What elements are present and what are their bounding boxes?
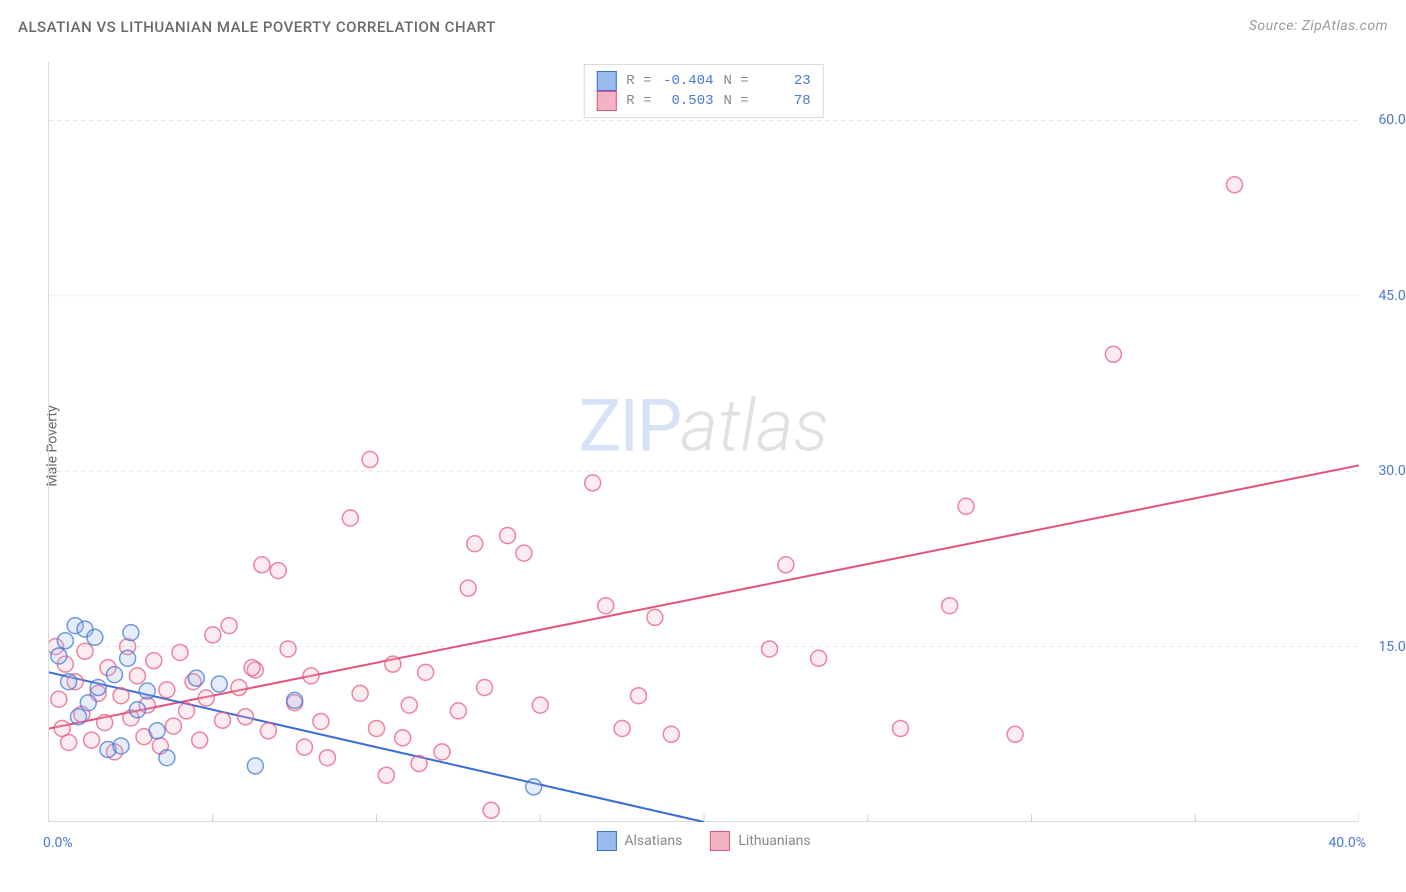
legend-row-alsatians: R = -0.404 N = 23 xyxy=(596,71,810,91)
n-value-lithuanians: 78 xyxy=(759,93,811,109)
n-value-alsatians: 23 xyxy=(759,73,811,89)
x-axis-min-label: 0.0% xyxy=(43,835,73,851)
swatch-alsatians-icon xyxy=(596,831,616,851)
legend-item-lithuanians: Lithuanians xyxy=(710,831,810,851)
swatch-lithuanians-icon xyxy=(710,831,730,851)
y-tick-label: 15.0% xyxy=(1378,639,1406,655)
r-label: R = xyxy=(626,73,651,89)
n-label: N = xyxy=(724,93,749,109)
chart-title: ALSATIAN VS LITHUANIAN MALE POVERTY CORR… xyxy=(18,18,496,36)
legend-row-lithuanians: R = 0.503 N = 78 xyxy=(596,91,810,111)
y-tick-label: 45.0% xyxy=(1378,288,1406,304)
r-value-lithuanians: 0.503 xyxy=(662,93,714,109)
legend-label-alsatians: Alsatians xyxy=(624,833,682,849)
n-label: N = xyxy=(724,73,749,89)
chart-source: Source: ZipAtlas.com xyxy=(1249,18,1388,36)
chart-header: ALSATIAN VS LITHUANIAN MALE POVERTY CORR… xyxy=(18,18,1388,36)
series-legend: Alsatians Lithuanians xyxy=(596,831,810,851)
legend-item-alsatians: Alsatians xyxy=(596,831,682,851)
swatch-alsatians xyxy=(596,71,616,91)
x-axis-max-label: 40.0% xyxy=(1328,835,1366,851)
correlation-legend: R = -0.404 N = 23 R = 0.503 N = 78 xyxy=(583,64,823,118)
swatch-lithuanians xyxy=(596,91,616,111)
y-tick-label: 30.0% xyxy=(1378,463,1406,479)
r-label: R = xyxy=(626,93,651,109)
y-tick-label: 60.0% xyxy=(1378,112,1406,128)
plot-area: ZIPatlas R = -0.404 N = 23 R = 0.503 N =… xyxy=(48,62,1358,822)
r-value-alsatians: -0.404 xyxy=(662,73,714,89)
legend-label-lithuanians: Lithuanians xyxy=(738,833,810,849)
scatter-chart xyxy=(49,62,1359,822)
